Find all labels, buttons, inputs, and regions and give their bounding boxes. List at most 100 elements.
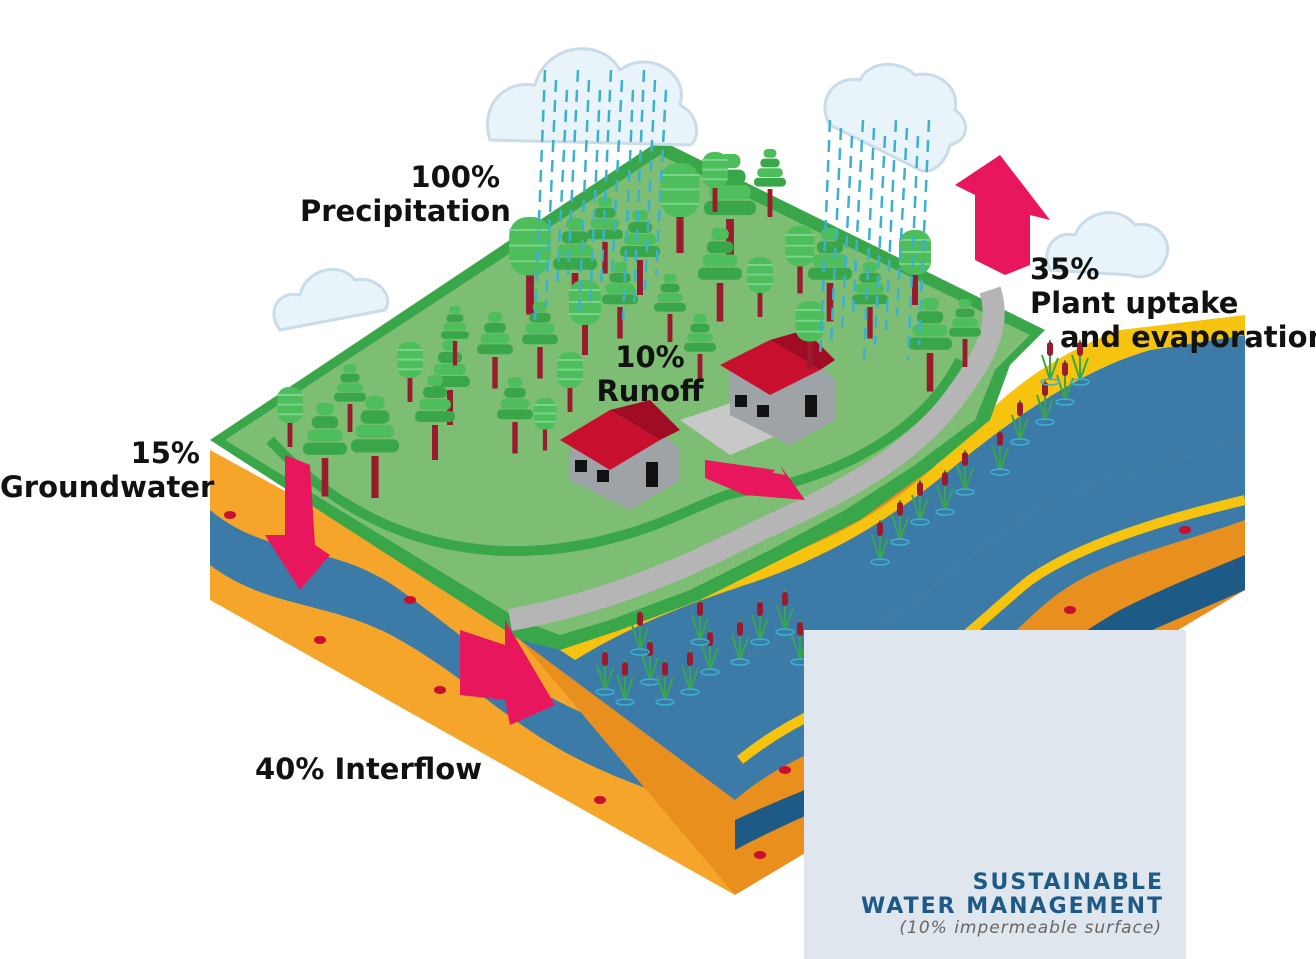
tree — [477, 312, 513, 389]
pebble — [314, 636, 326, 644]
rain-streak — [917, 119, 931, 346]
rain — [533, 69, 931, 361]
tree — [569, 280, 601, 355]
rain-streak — [851, 119, 865, 316]
rain-streak — [588, 89, 602, 306]
tree — [587, 197, 623, 274]
pebble — [779, 766, 791, 774]
groundwater-percent: 15% — [130, 436, 200, 470]
precipitation-percent: 100% — [410, 160, 500, 194]
reed — [870, 520, 890, 566]
rain-streak — [818, 119, 832, 361]
rain-streak — [643, 79, 657, 291]
pebble — [434, 686, 446, 694]
tree — [351, 396, 399, 498]
reed — [890, 500, 910, 546]
runoff-text: Runoff — [596, 374, 704, 408]
groundwater-label: 15% Groundwater — [0, 436, 215, 504]
reed — [910, 480, 930, 526]
reed — [615, 660, 635, 706]
tree — [698, 228, 742, 322]
tree — [397, 342, 423, 402]
reed — [595, 650, 615, 696]
wetland-reeds — [595, 340, 1090, 706]
reed — [935, 470, 955, 516]
tree — [334, 364, 366, 432]
reed — [630, 610, 650, 656]
tree — [303, 403, 347, 497]
rain-streak — [906, 135, 920, 361]
rain-streak — [599, 69, 613, 291]
tree — [277, 387, 303, 447]
panel-title-line1: SUSTAINABLE — [972, 870, 1164, 895]
rain-streak — [533, 69, 547, 321]
reed — [1055, 360, 1075, 406]
reed — [990, 430, 1010, 476]
rain-streak — [840, 135, 854, 331]
rain-streak — [577, 79, 591, 321]
panel-subtitle: (10% impermeable surface) — [899, 918, 1162, 938]
reed — [690, 600, 710, 646]
rain-streak — [566, 69, 580, 276]
runoff-percent: 10% — [615, 340, 685, 374]
tree — [415, 375, 455, 460]
tree — [949, 299, 981, 367]
runoff-arrow — [705, 460, 805, 500]
tree — [754, 149, 786, 217]
tree — [497, 377, 533, 454]
tree — [747, 257, 773, 317]
tree — [533, 398, 557, 451]
reed — [680, 650, 700, 696]
evaporation-arrow — [955, 155, 1050, 275]
groundwater-arrow — [265, 455, 330, 590]
rain-streak — [895, 127, 909, 316]
tree — [852, 262, 888, 339]
pebble — [1064, 606, 1076, 614]
tree — [654, 274, 686, 342]
rain-streak — [884, 119, 898, 331]
reed — [775, 590, 795, 636]
cloud-small-left — [272, 267, 390, 332]
tree — [522, 302, 558, 379]
tree — [785, 226, 815, 294]
reed — [1040, 340, 1060, 386]
pebble — [224, 511, 236, 519]
plant-uptake-text-line2: and evaporation — [1060, 320, 1316, 354]
reed — [750, 600, 770, 646]
pebble — [754, 851, 766, 859]
panel-title-line2: WATER MANAGEMENT — [860, 894, 1164, 919]
cloud-small-right — [1045, 211, 1170, 279]
tree — [795, 301, 825, 369]
rain-streak — [555, 89, 569, 291]
reed — [730, 620, 750, 666]
tree — [557, 352, 583, 412]
interflow-label: 40% Interflow — [255, 752, 482, 786]
info-panel — [804, 630, 1186, 959]
pebble — [1179, 526, 1191, 534]
pebble — [404, 596, 416, 604]
pebble — [594, 796, 606, 804]
runoff-label: 10% Runoff — [590, 340, 710, 408]
rain-streak — [610, 79, 624, 276]
rain-streak — [544, 79, 558, 306]
plant-uptake-label: 35% Plant uptake and evaporation — [1030, 252, 1316, 354]
cloud-right — [823, 62, 968, 173]
precipitation-label: 100% Precipitation — [300, 160, 511, 228]
reed — [1010, 400, 1030, 446]
tree — [660, 163, 700, 253]
groundwater-text: Groundwater — [0, 470, 215, 504]
reed — [655, 660, 675, 706]
tree — [441, 306, 469, 366]
forest — [277, 149, 981, 498]
plant-uptake-text-line1: Plant uptake — [1030, 286, 1239, 320]
tree — [702, 152, 728, 212]
reed — [1035, 380, 1055, 426]
reed — [955, 450, 975, 496]
interflow-arrow — [460, 620, 555, 725]
rain-streak — [621, 89, 635, 321]
rain-streak — [829, 127, 843, 346]
house-back — [720, 330, 835, 445]
rain-streak — [654, 89, 668, 276]
house-front — [560, 400, 680, 510]
rain-streak — [873, 135, 887, 346]
